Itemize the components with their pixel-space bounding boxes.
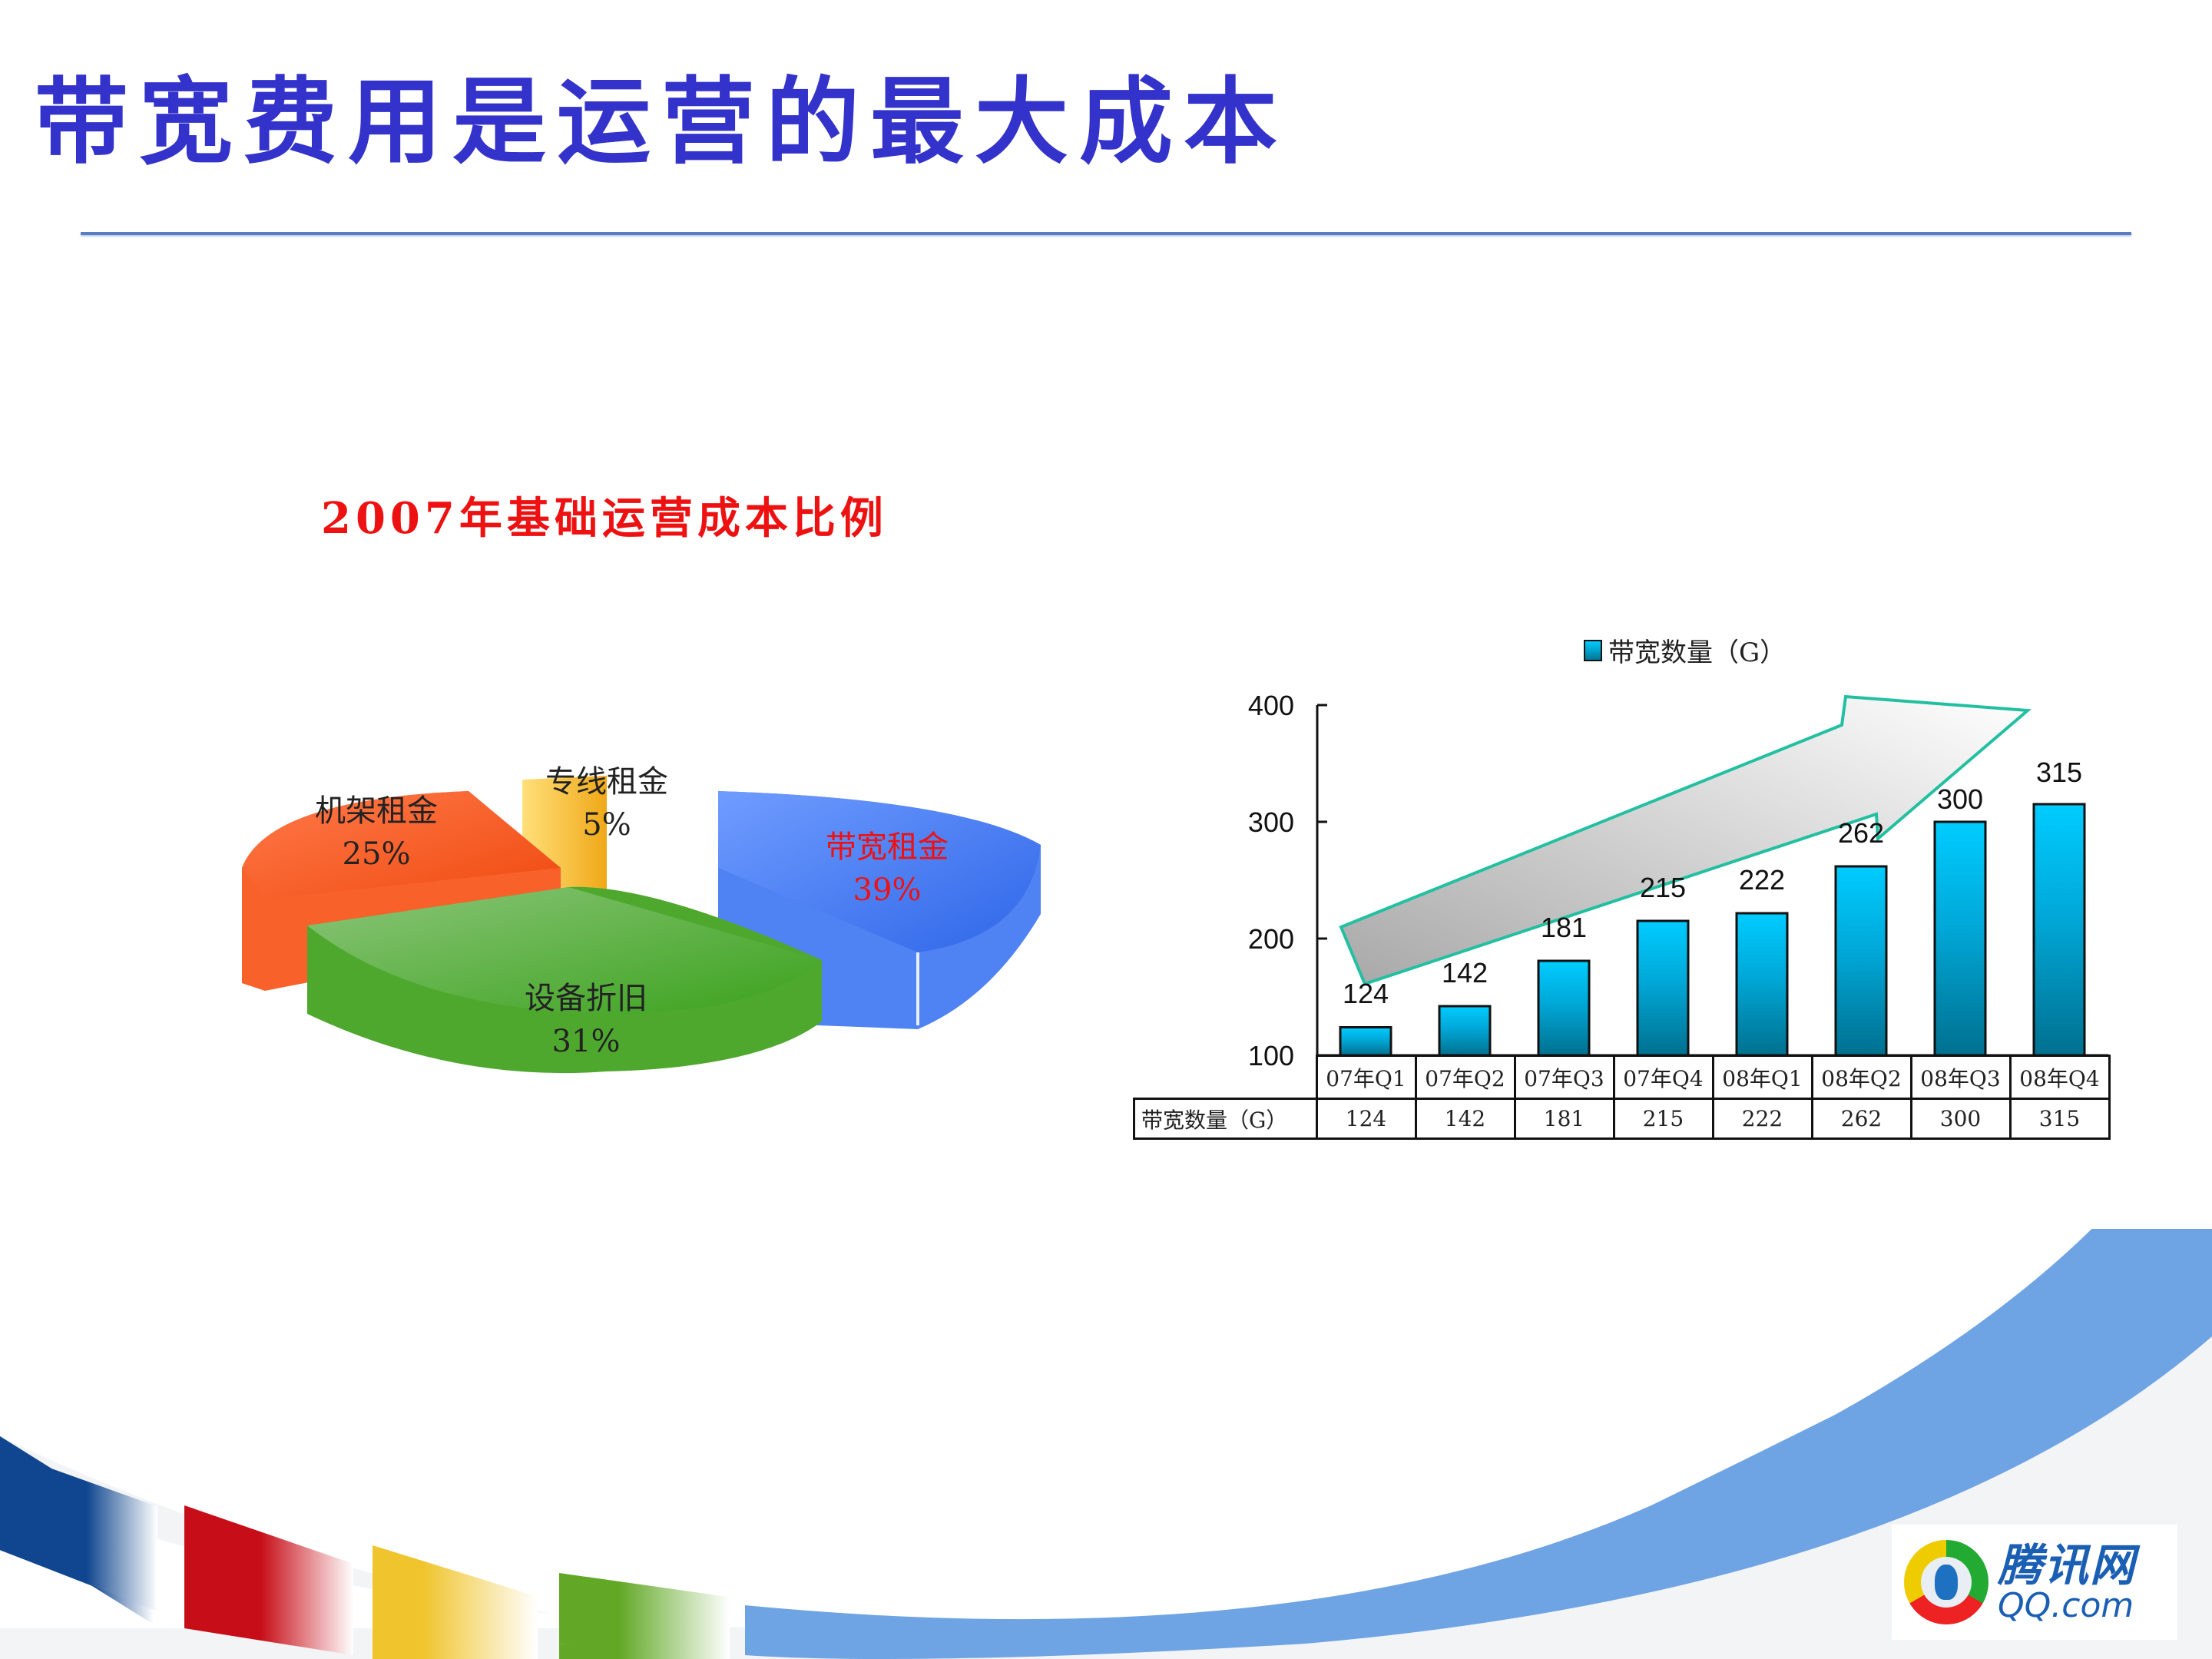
y-tick-400: 400 [1247,690,1294,721]
table-corner-cell [1134,1055,1318,1100]
tencent-qq-logo: 腾讯网 QQ.com [1892,1525,2177,1640]
qq-logo-ring-icon [1904,1540,1988,1624]
stripe-green [559,1644,730,1659]
table-cell: 07年Q4 [1612,1055,1714,1100]
logo-text-cn: 腾讯网 [1998,1539,2137,1591]
trend-arrow-icon [1339,694,2032,986]
slide-title: 带宽费用是运营的最大成本 [35,66,1288,177]
table-cell: 07年Q1 [1315,1055,1417,1100]
bar-value-label: 124 [1342,978,1389,1009]
pie-label-bandwidth-rent: 带宽租金 39% [826,830,949,908]
pie-slice-equipment-depreciation [307,886,822,1074]
logo-text-en: QQ.com [1998,1586,2134,1625]
pie-label-line-rent: 专线租金 5% [545,764,668,843]
table-cell: 222 [1711,1098,1813,1140]
bar-value-label: 181 [1540,912,1588,943]
bar-data-table: 07年Q1 07年Q2 07年Q3 07年Q4 08年Q1 08年Q2 08年Q… [1133,1055,2111,1140]
table-cell: 08年Q4 [2008,1055,2111,1100]
table-row-values: 带宽数量（G） 124 142 181 215 222 262 300 315 [1133,1098,2111,1140]
bar-value-label: 315 [2035,757,2083,788]
table-row-label: 带宽数量（G） [1133,1098,1318,1140]
bar-value-label: 215 [1639,872,1687,903]
table-cell: 07年Q3 [1513,1055,1615,1100]
title-divider [81,232,2131,235]
pie-chart-title: 2007年基础运营成本比例 [321,493,888,544]
y-tick-300: 300 [1247,806,1294,838]
bar-value-label: 142 [1441,957,1488,988]
bar-value-label: 300 [1936,783,1984,815]
table-cell: 215 [1612,1098,1714,1140]
table-cell: 300 [1909,1098,2012,1140]
table-cell: 262 [1810,1098,1912,1140]
table-cell: 08年Q3 [1909,1055,2012,1100]
legend-swatch-icon [1584,639,1602,661]
pie-chart [242,776,1041,1074]
table-cell: 124 [1315,1098,1417,1140]
table-cell: 07年Q2 [1414,1055,1516,1100]
bar-series [1339,803,2086,1057]
table-cell: 08年Q1 [1711,1055,1813,1100]
table-cell: 181 [1513,1098,1615,1140]
penguin-icon [1935,1565,1958,1600]
table-cell: 315 [2008,1098,2111,1140]
bar-value-label: 262 [1837,817,1885,849]
y-tick-200: 200 [1247,923,1294,955]
table-cell: 142 [1414,1098,1516,1140]
table-row-categories: 07年Q1 07年Q2 07年Q3 07年Q4 08年Q1 08年Q2 08年Q… [1134,1055,2111,1100]
pie-label-equipment-depreciation: 设备折旧 31% [525,981,647,1059]
table-cell: 08年Q2 [1810,1055,1912,1100]
pie-label-rack-rent: 机架租金 25% [315,793,438,872]
bar-value-label: 222 [1738,864,1786,896]
bar-chart-legend: 带宽数量（G） [1584,631,1786,669]
bar-plot-area [1316,694,2108,1057]
